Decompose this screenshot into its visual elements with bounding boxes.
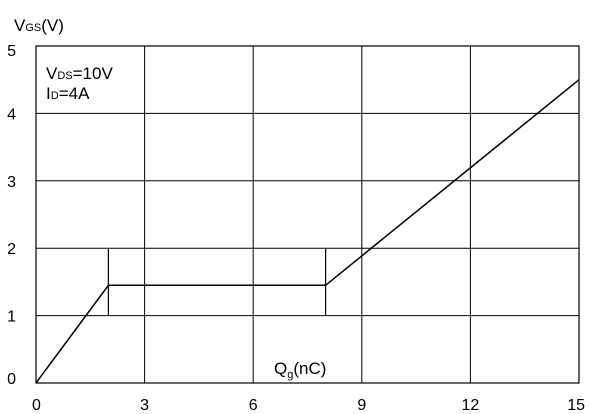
annotation-id-main: I xyxy=(46,84,51,103)
annotation-id-rest: =4A xyxy=(59,84,90,103)
x-tick-label-5: 15 xyxy=(567,397,585,414)
annotation-vds-sub: DS xyxy=(57,70,72,82)
y-axis-label-main: V xyxy=(14,16,26,35)
annotation-vds-rest: =10V xyxy=(73,64,114,83)
x-axis-label-unit: (nC) xyxy=(293,359,326,378)
y-tick-label-2: 2 xyxy=(7,241,16,258)
y-axis-label-unit: (V) xyxy=(41,16,64,35)
y-tick-label-5: 5 xyxy=(7,43,16,60)
x-tick-label-3: 9 xyxy=(357,397,366,414)
series-layer xyxy=(35,79,580,384)
x-tick-label-1: 3 xyxy=(140,397,149,414)
annotation-vds: VDS=10V xyxy=(46,64,113,83)
series-line-0 xyxy=(35,79,580,384)
y-tick-label-4: 4 xyxy=(7,106,16,123)
y-axis-label: VGS(V) xyxy=(14,16,64,35)
x-tick-label-4: 12 xyxy=(462,397,480,414)
annotation-vds-main: V xyxy=(46,64,58,83)
x-axis-label-sub: g xyxy=(287,369,293,381)
x-tick-label-2: 6 xyxy=(249,397,258,414)
annotation-id-sub: D xyxy=(51,90,59,102)
y-tick-label-3: 3 xyxy=(7,174,16,191)
grid-lines xyxy=(36,46,579,383)
y-tick-label-0: 0 xyxy=(7,371,16,388)
x-axis-label: Qg(nC) xyxy=(274,359,326,381)
annotation-id: ID=4A xyxy=(46,84,90,103)
x-axis-label-main: Q xyxy=(274,359,287,378)
y-axis-label-sub: GS xyxy=(25,22,41,34)
y-tick-label-1: 1 xyxy=(7,309,16,326)
plateau-markers xyxy=(107,248,327,316)
x-tick-label-0: 0 xyxy=(32,397,41,414)
plot-frame xyxy=(35,45,580,384)
